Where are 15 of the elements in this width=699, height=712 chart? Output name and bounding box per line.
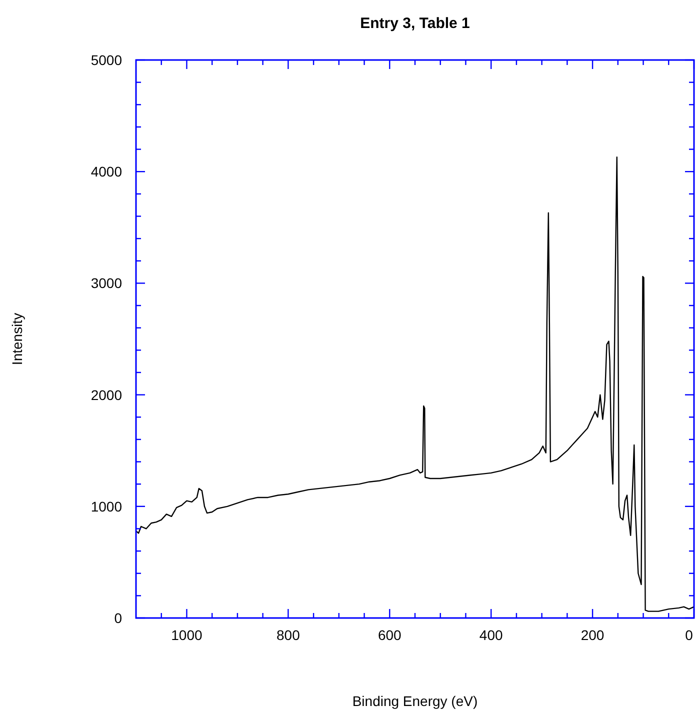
x-tick-label: 800 [276, 627, 300, 643]
y-axis-title: Intensity [9, 312, 25, 366]
chart-title: Entry 3, Table 1 [360, 15, 470, 32]
y-tick-label: 3000 [90, 275, 122, 292]
y-tick-label: 1000 [90, 498, 122, 514]
x-tick-label: 600 [378, 627, 402, 643]
y-tick-label: 0 [114, 610, 122, 626]
x-axis-title: Binding Energy (eV) [352, 693, 478, 709]
x-tick-label: 0 [685, 627, 694, 643]
y-tick-label: 2000 [90, 386, 122, 403]
x-tick-label: 200 [580, 627, 604, 643]
y-tick-label: 5000 [90, 52, 122, 68]
x-tick-label: 1000 [171, 627, 203, 643]
y-tick-label: 4000 [90, 164, 122, 180]
x-tick-label: 400 [479, 627, 503, 643]
